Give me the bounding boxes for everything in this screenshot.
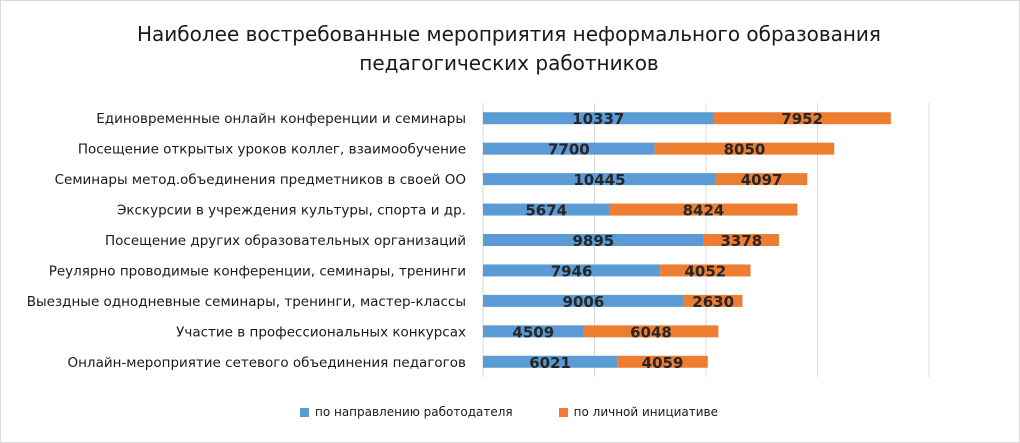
data-label: 10337 <box>572 110 624 128</box>
data-label: 8050 <box>724 141 766 159</box>
category-label: Посещение открытых уроков коллег, взаимо… <box>78 142 466 158</box>
data-label: 7946 <box>551 262 593 280</box>
data-label: 5674 <box>525 202 567 220</box>
bar-personal <box>654 142 835 155</box>
legend-label-personal: по личной инициативе <box>573 405 719 419</box>
bar-employer <box>483 112 714 125</box>
data-label: 4509 <box>512 323 554 341</box>
category-label: Единовременные онлайн конференции и семи… <box>96 111 466 127</box>
bar-employer <box>483 203 610 216</box>
data-label: 9006 <box>563 293 605 311</box>
bar-personal <box>703 234 779 246</box>
bar-personal <box>609 203 798 216</box>
data-label: 4052 <box>685 262 727 280</box>
data-label: 4097 <box>741 171 783 189</box>
data-label: 7700 <box>548 141 590 159</box>
data-label: 6021 <box>529 354 571 372</box>
legend-item-personal: по личной инициативе <box>558 405 719 419</box>
category-label: Экскурсии в учреждения культуры, спорта … <box>117 203 466 219</box>
bar-employer <box>483 142 655 155</box>
legend-label-employer: по направлению работодателя <box>314 405 513 419</box>
data-label: 7952 <box>781 110 823 128</box>
labels: Единовременные онлайн конференции и семи… <box>27 110 823 372</box>
chart-title-line2: педагогических работников <box>359 51 659 75</box>
legend-swatch-employer <box>299 407 309 417</box>
category-label: Онлайн-мероприятие сетевого объединения … <box>67 355 466 371</box>
bar-personal <box>617 355 708 368</box>
data-label: 4059 <box>642 354 684 372</box>
bar-employer <box>483 294 684 307</box>
legend-item-employer: по направлению работодателя <box>299 405 513 419</box>
data-label: 10445 <box>573 171 625 189</box>
category-label: Посещение других образовательных организ… <box>105 233 466 249</box>
bar-personal <box>660 264 751 277</box>
bars <box>483 112 891 368</box>
bar-employer <box>483 234 704 246</box>
bar-personal <box>583 325 719 338</box>
category-label: Семинары метод.объединения предметников … <box>55 172 466 188</box>
bar-personal <box>713 112 891 125</box>
data-label: 2630 <box>692 293 734 311</box>
bar-employer <box>483 355 618 368</box>
category-label: Участие в профессиональных конкурсах <box>176 324 466 340</box>
category-label: Реулярно проводимые конференции, семинар… <box>49 263 466 279</box>
bar-employer <box>483 173 716 186</box>
bar-employer <box>483 325 584 338</box>
legend: по направлению работодателя по личной ин… <box>0 405 1018 419</box>
data-label: 3378 <box>720 232 762 250</box>
bar-employer <box>483 264 661 277</box>
bar-personal <box>715 173 808 186</box>
category-label: Выездные однодневные семинары, тренинги,… <box>27 294 466 310</box>
data-label: 9895 <box>572 232 614 250</box>
legend-swatch-personal <box>558 407 568 417</box>
bar-personal <box>683 294 743 307</box>
data-label: 6048 <box>630 323 672 341</box>
chart-title-line1: Наиболее востребованные мероприятия нефо… <box>137 22 881 46</box>
data-label: 8424 <box>683 202 725 220</box>
